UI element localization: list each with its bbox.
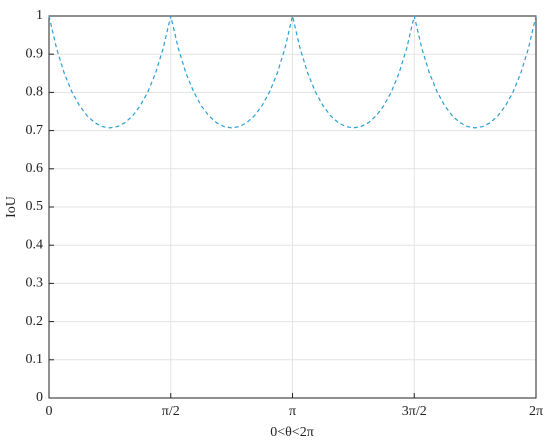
y-tick-label: 1 bbox=[36, 8, 43, 23]
y-tick-label: 0.3 bbox=[26, 276, 44, 291]
x-tick-label: 3π/2 bbox=[402, 404, 427, 419]
plot-frame bbox=[48, 15, 537, 399]
y-tick-label: 0.5 bbox=[26, 199, 44, 214]
x-tick-label: π/2 bbox=[162, 404, 180, 419]
y-tick-label: 0.7 bbox=[26, 123, 44, 138]
data-line bbox=[48, 15, 537, 129]
y-tick-label: 0.8 bbox=[26, 85, 44, 100]
y-tick-label: 0.6 bbox=[26, 161, 44, 176]
y-tick-label: 0 bbox=[36, 390, 43, 405]
y-tick-label: 0.2 bbox=[26, 314, 44, 329]
x-tick-label: 2π bbox=[529, 404, 543, 419]
y-axis-label: IoU bbox=[4, 196, 19, 218]
y-tick-label: 0.4 bbox=[26, 237, 44, 252]
x-tick-label: π bbox=[289, 404, 296, 419]
x-tick-label: 0 bbox=[46, 404, 53, 419]
y-tick-label: 0.1 bbox=[26, 352, 44, 367]
y-tick-label: 0.9 bbox=[26, 46, 44, 61]
x-axis-label: 0<θ<2π bbox=[270, 425, 314, 440]
